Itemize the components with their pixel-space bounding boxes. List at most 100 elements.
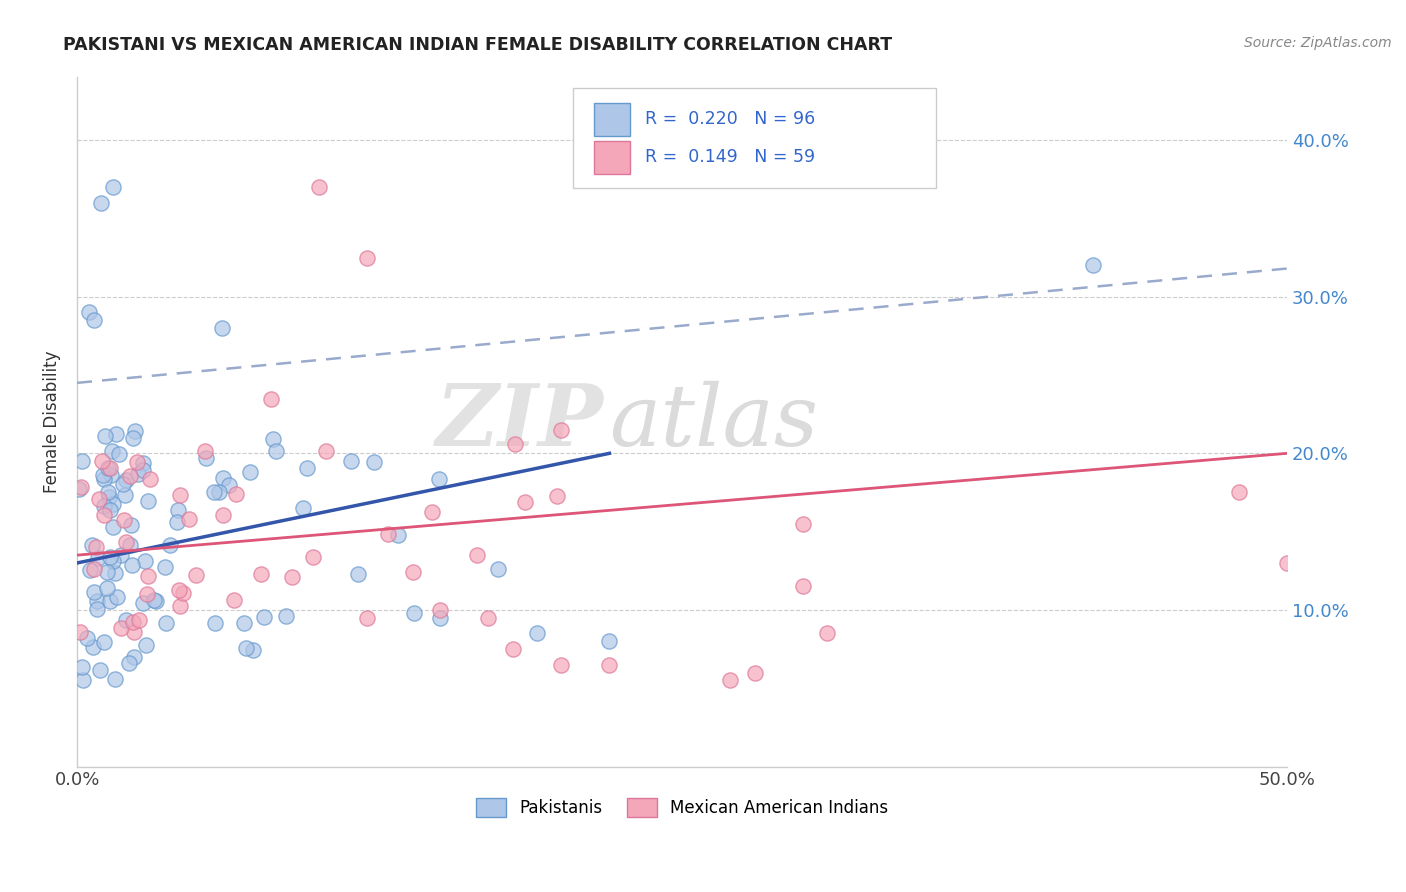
Point	[145, 594, 167, 608]
Point	[136, 493, 159, 508]
Point	[136, 569, 159, 583]
Point	[274, 608, 297, 623]
Point	[720, 673, 742, 688]
Point	[550, 657, 572, 672]
Point	[93, 508, 115, 523]
Point	[110, 548, 132, 562]
Point	[387, 528, 409, 542]
Point	[103, 180, 125, 194]
Point	[1275, 556, 1298, 570]
Point	[112, 476, 135, 491]
Point	[96, 565, 118, 579]
Point	[502, 642, 524, 657]
Point	[295, 461, 318, 475]
Point	[93, 499, 115, 513]
Point	[260, 392, 283, 406]
Point	[115, 534, 138, 549]
Point	[513, 494, 536, 508]
Point	[89, 663, 111, 677]
Point	[281, 570, 304, 584]
Point	[114, 488, 136, 502]
Point	[80, 538, 103, 552]
Point	[211, 321, 233, 335]
Point	[110, 621, 132, 635]
Point	[98, 593, 121, 607]
Point	[477, 611, 499, 625]
Point	[136, 587, 159, 601]
Point	[128, 613, 150, 627]
Point	[72, 659, 94, 673]
Point	[105, 426, 128, 441]
Point	[132, 596, 155, 610]
Point	[93, 472, 115, 486]
Point	[356, 251, 378, 265]
Point	[104, 566, 127, 581]
Point	[292, 500, 315, 515]
Point	[138, 472, 160, 486]
Point	[262, 432, 284, 446]
Point	[503, 437, 526, 451]
Point	[429, 603, 451, 617]
Point	[82, 640, 104, 654]
Point	[118, 469, 141, 483]
Point	[70, 454, 93, 468]
Point	[250, 566, 273, 581]
Point	[169, 599, 191, 613]
Point	[70, 480, 93, 494]
Point	[93, 635, 115, 649]
Point	[87, 551, 110, 566]
Point	[83, 313, 105, 327]
Point	[239, 465, 262, 479]
Point	[315, 443, 337, 458]
Point	[107, 447, 129, 461]
Point	[122, 615, 145, 629]
Point	[132, 456, 155, 470]
Point	[97, 461, 120, 475]
FancyBboxPatch shape	[574, 87, 936, 187]
Point	[402, 565, 425, 579]
Point	[103, 520, 125, 534]
Point	[142, 592, 165, 607]
Point	[121, 558, 143, 572]
Point	[103, 497, 125, 511]
Point	[420, 505, 443, 519]
Point	[211, 508, 233, 523]
Point	[550, 423, 572, 437]
Point	[91, 467, 114, 482]
Point	[377, 527, 399, 541]
Point	[132, 463, 155, 477]
Point	[135, 638, 157, 652]
Point	[100, 467, 122, 482]
Point	[118, 656, 141, 670]
Point	[792, 516, 814, 531]
Point	[1227, 485, 1250, 500]
Point	[204, 615, 226, 630]
Point	[526, 626, 548, 640]
Text: R =  0.149   N = 59: R = 0.149 N = 59	[644, 148, 814, 167]
Point	[598, 634, 620, 648]
Point	[86, 593, 108, 607]
Point	[308, 180, 330, 194]
Point	[125, 455, 148, 469]
Point	[177, 512, 200, 526]
Point	[96, 581, 118, 595]
Point	[792, 579, 814, 593]
Point	[134, 554, 156, 568]
Point	[169, 488, 191, 502]
Text: Source: ZipAtlas.com: Source: ZipAtlas.com	[1244, 36, 1392, 50]
Point	[124, 424, 146, 438]
Point	[101, 554, 124, 568]
Point	[301, 549, 323, 564]
Point	[79, 563, 101, 577]
Point	[486, 562, 509, 576]
Bar	[593, 103, 630, 136]
Point	[112, 513, 135, 527]
Point	[194, 451, 217, 466]
Point	[235, 640, 257, 655]
Point	[91, 454, 114, 468]
Point	[100, 503, 122, 517]
Point	[233, 616, 256, 631]
Point	[115, 613, 138, 627]
Point	[363, 455, 385, 469]
Point	[1083, 259, 1105, 273]
